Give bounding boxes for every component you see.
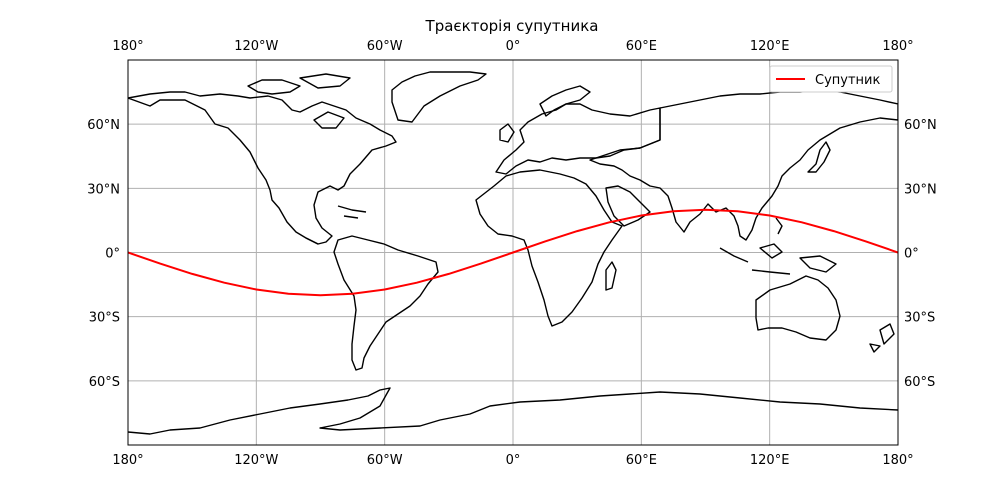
y-tick-label-left: 60°N [87, 118, 120, 133]
coastline-caribbean [305, 205, 367, 245]
gridlines [127, 60, 899, 445]
y-tick-label-left: 30°S [89, 311, 120, 326]
y-tick-label-right: 30°S [904, 311, 935, 326]
chart-title: Траєкторія супутника [425, 17, 599, 35]
y-tick-label-right: 60°S [904, 375, 935, 390]
y-tick-label-right: 60°N [904, 118, 937, 133]
trajectory-layer [128, 208, 898, 297]
coastline-north-america [128, 91, 397, 245]
x-tick-label-bottom: 180° [882, 453, 913, 468]
y-tick-label-right: 0° [904, 247, 919, 262]
y-tick-label-left: 30°N [87, 182, 120, 197]
coastline-scandinavia [499, 85, 591, 143]
x-tick-label-top: 180° [112, 39, 143, 54]
x-tick-label-bottom: 120°W [234, 453, 278, 468]
coastline-europe [495, 103, 661, 175]
legend: Супутник [769, 65, 893, 93]
y-tick-label-right: 30°N [904, 182, 937, 197]
coastlines [128, 71, 898, 435]
y-tick-label-left: 0° [105, 247, 120, 262]
coastline-africa [475, 169, 623, 327]
satellite-trajectory-line [128, 208, 898, 297]
legend-box [769, 65, 893, 93]
coastline-arctic-islands [247, 73, 351, 129]
x-tick-label-top: 120°E [750, 39, 790, 54]
coastline-arabia [605, 185, 651, 227]
coastline-australia [755, 275, 841, 341]
coastline-indonesia [719, 217, 837, 275]
coastline-antarctica [128, 387, 898, 435]
plot-frame [127, 59, 899, 446]
x-tick-label-top: 0° [506, 39, 521, 54]
x-tick-label-top: 60°E [626, 39, 657, 54]
legend-label: Супутник [815, 73, 880, 88]
x-tick-label-bottom: 60°E [626, 453, 657, 468]
coastline-madagascar [605, 261, 617, 291]
tick-labels: 180° 180° 120°W 120°W 60°W 60°W 0° 0° 60°E 60°E 12… [87, 39, 937, 468]
coastline-south-america [333, 235, 439, 371]
coastline-japan [807, 141, 831, 173]
x-tick-label-bottom: 180° [112, 453, 143, 468]
x-tick-label-bottom: 60°W [367, 453, 403, 468]
x-tick-label-top: 180° [882, 39, 913, 54]
coastline-greenland [391, 71, 487, 123]
x-tick-label-bottom: 120°E [750, 453, 790, 468]
x-tick-label-top: 120°W [234, 39, 278, 54]
x-tick-label-top: 60°W [367, 39, 403, 54]
coastline-new-zealand [869, 323, 895, 353]
y-tick-label-left: 60°S [89, 375, 120, 390]
x-tick-label-bottom: 0° [506, 453, 521, 468]
